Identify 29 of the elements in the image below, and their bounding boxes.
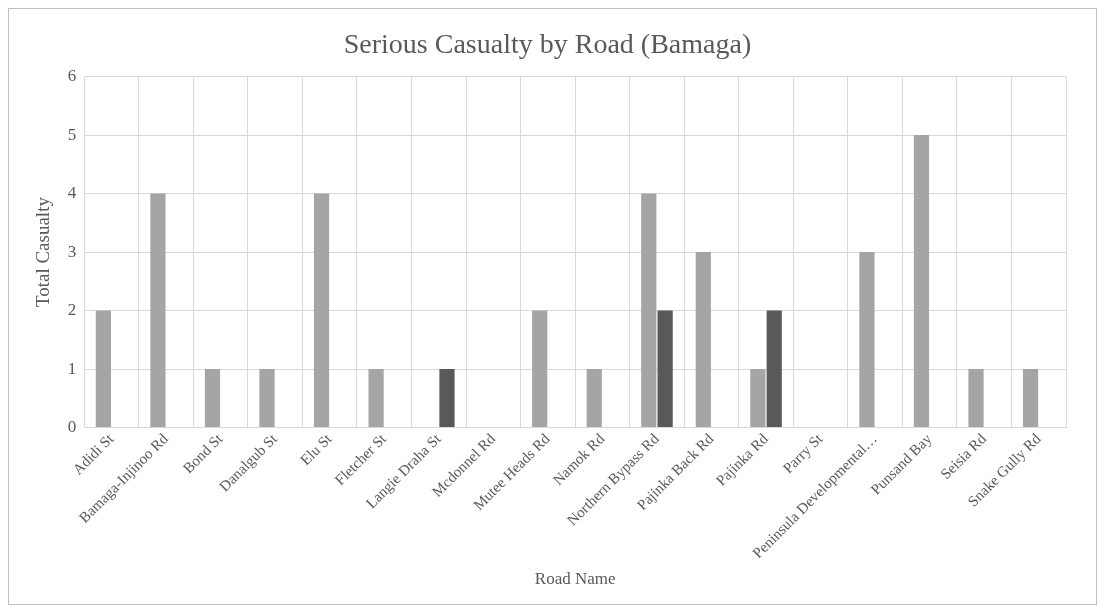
bar xyxy=(586,369,602,428)
bar xyxy=(657,310,673,428)
bar xyxy=(150,193,166,428)
bar xyxy=(439,369,455,428)
bar xyxy=(859,252,875,428)
bar xyxy=(750,369,766,428)
chart-title: Serious Casualty by Road (Bamaga) xyxy=(343,28,752,60)
bar xyxy=(1022,369,1039,428)
x-tick-label: Elu St xyxy=(297,429,336,469)
y-tick-label: 3 xyxy=(67,241,77,261)
bar xyxy=(695,252,711,428)
bar xyxy=(204,369,221,428)
y-tick-label: 0 xyxy=(67,417,77,437)
bar xyxy=(766,310,782,428)
bar xyxy=(968,369,984,428)
y-tick-label: 5 xyxy=(67,124,77,144)
y-axis-title: Total Casualty xyxy=(32,196,54,308)
bar xyxy=(368,369,384,428)
y-tick-label: 4 xyxy=(67,183,77,203)
bar xyxy=(913,135,930,428)
bar xyxy=(641,193,657,428)
y-tick-label: 1 xyxy=(67,358,77,378)
bar xyxy=(313,193,330,428)
bar xyxy=(259,369,275,428)
x-axis-title: Road Name xyxy=(534,569,616,589)
bar xyxy=(95,310,111,428)
y-tick-label: 6 xyxy=(67,66,77,86)
y-tick-label: 2 xyxy=(67,300,77,320)
bar xyxy=(532,310,548,428)
